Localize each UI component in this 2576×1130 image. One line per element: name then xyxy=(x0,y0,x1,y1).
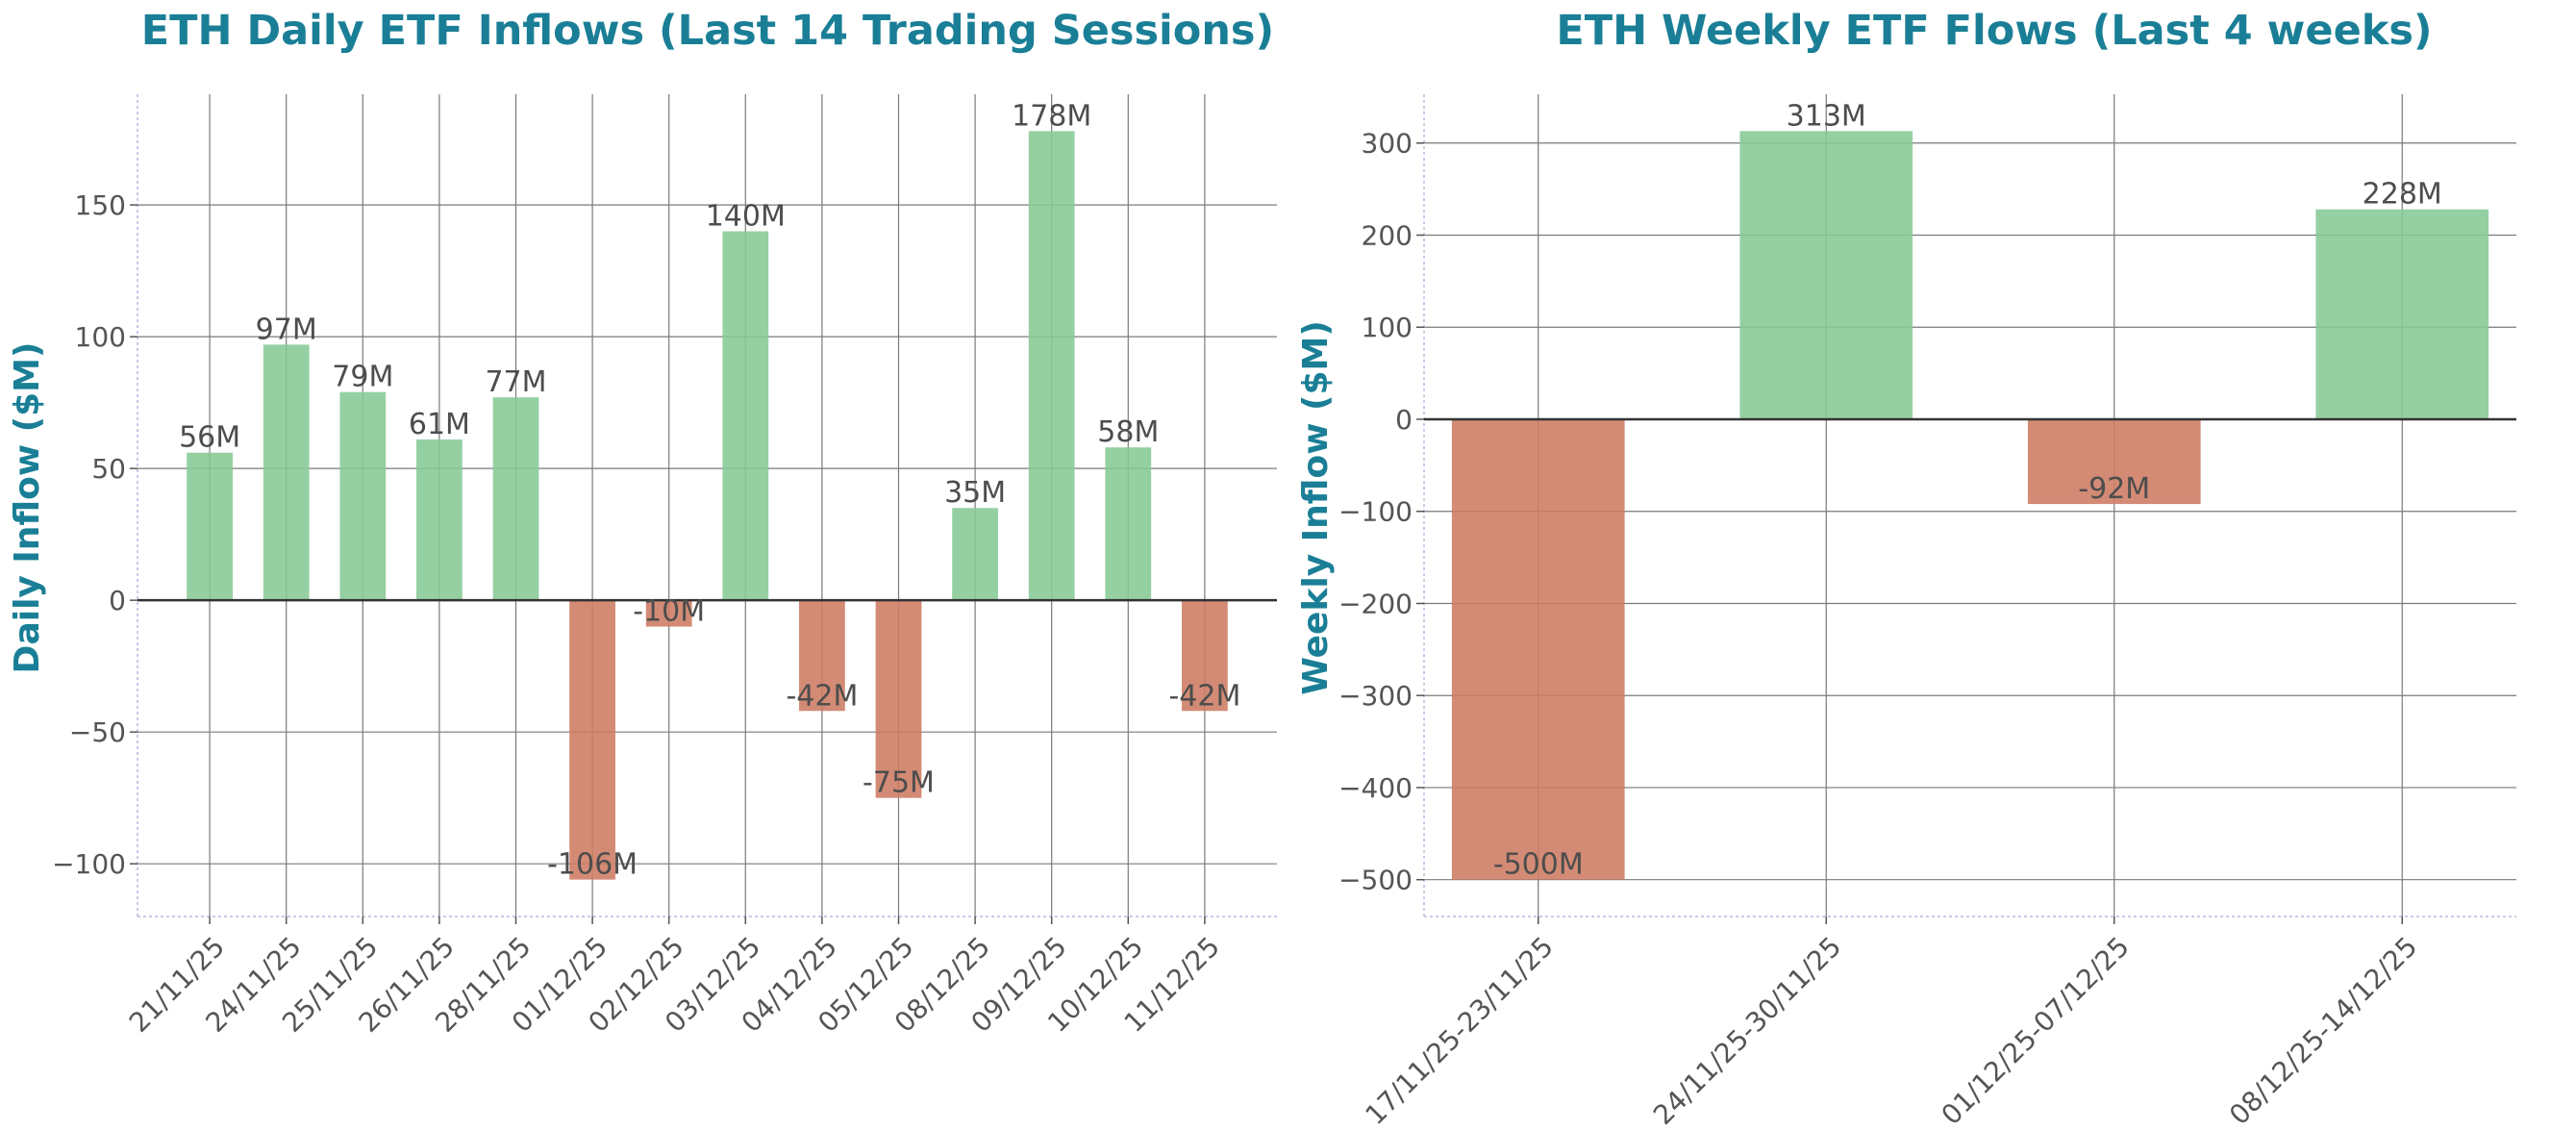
daily-bar xyxy=(1182,600,1228,712)
weekly-flows-chart: ETH Weekly ETF Flows (Last 4 weeks) Week… xyxy=(1296,7,2516,1130)
weekly-bar xyxy=(1739,131,1913,419)
daily-bar-value-label: 79M xyxy=(332,361,393,394)
daily-bar-value-label: 77M xyxy=(485,365,546,399)
weekly-x-tick-label: 24/11/25-30/11/25 xyxy=(1647,931,1847,1130)
daily-bar-value-label: -10M xyxy=(633,595,705,629)
daily-y-tick-label: 100 xyxy=(75,321,126,353)
daily-bar-value-label: 97M xyxy=(256,313,317,346)
weekly-bar xyxy=(1451,418,1625,880)
daily-bar xyxy=(952,508,998,601)
daily-bar xyxy=(1105,447,1152,601)
daily-chart-title: ETH Daily ETF Inflows (Last 14 Trading S… xyxy=(141,7,1274,55)
daily-inflows-chart: ETH Daily ETF Inflows (Last 14 Trading S… xyxy=(8,7,1277,1039)
weekly-y-axis-label: Weekly Inflow ($M) xyxy=(1296,320,1336,695)
daily-y-tick-label: −50 xyxy=(69,716,126,748)
daily-bar xyxy=(645,600,692,627)
daily-bar-value-label: 61M xyxy=(409,408,470,441)
weekly-bar-value-label: 313M xyxy=(1787,99,1866,133)
daily-bar xyxy=(492,397,539,601)
daily-bar-value-label: -75M xyxy=(863,766,935,800)
daily-y-axis-label: Daily Inflow ($M) xyxy=(8,342,47,674)
weekly-y-tick-label: 200 xyxy=(1362,219,1413,251)
weekly-y-tick-label: −300 xyxy=(1338,680,1413,712)
weekly-y-tick-label: 0 xyxy=(1395,404,1413,436)
daily-bar xyxy=(569,600,615,880)
daily-bar-value-label: -42M xyxy=(1168,679,1240,713)
weekly-y-tick-label: −100 xyxy=(1338,496,1413,528)
daily-y-tick-label: 50 xyxy=(91,453,126,485)
weekly-x-tick-label: 17/11/25-23/11/25 xyxy=(1359,931,1559,1130)
weekly-y-tick-label: −500 xyxy=(1338,865,1413,896)
weekly-x-tick-label: 08/12/25-14/12/25 xyxy=(2223,931,2423,1130)
daily-y-tick-label: −100 xyxy=(52,848,126,880)
weekly-y-tick-label: 300 xyxy=(1362,128,1413,160)
daily-bar-value-label: 140M xyxy=(706,200,786,234)
weekly-chart-title: ETH Weekly ETF Flows (Last 4 weeks) xyxy=(1556,7,2432,55)
weekly-y-tick-label: 100 xyxy=(1362,312,1413,343)
daily-bar xyxy=(416,439,463,601)
weekly-bar-value-label: -92M xyxy=(2078,472,2150,506)
daily-bar xyxy=(1028,131,1075,601)
daily-bar xyxy=(339,391,387,601)
daily-bar xyxy=(875,600,922,798)
daily-bar-value-label: 56M xyxy=(179,421,240,455)
daily-y-tick-label: 150 xyxy=(75,189,126,221)
weekly-bar xyxy=(2027,418,2201,505)
daily-bar xyxy=(263,344,310,601)
daily-bar xyxy=(722,231,769,601)
weekly-y-tick-label: −400 xyxy=(1338,772,1413,804)
weekly-bar-value-label: 228M xyxy=(2363,178,2442,212)
daily-bar-value-label: 58M xyxy=(1097,415,1159,449)
daily-bar-value-label: -42M xyxy=(786,679,858,713)
weekly-bar xyxy=(2315,209,2489,419)
daily-bar-value-label: 178M xyxy=(1012,99,1091,133)
daily-bar-value-label: 35M xyxy=(944,476,1006,510)
weekly-x-tick-label: 01/12/25-07/12/25 xyxy=(1935,931,2135,1130)
weekly-bar-value-label: -500M xyxy=(1493,848,1584,882)
daily-bar-value-label: -106M xyxy=(547,848,638,882)
daily-bar xyxy=(187,452,233,601)
daily-bar xyxy=(799,600,845,712)
weekly-y-tick-label: −200 xyxy=(1338,588,1413,619)
daily-y-tick-label: 0 xyxy=(109,585,126,616)
